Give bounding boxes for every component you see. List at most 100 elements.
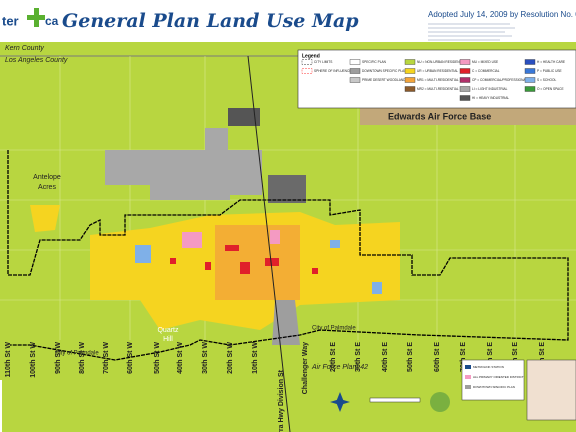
schools <box>135 240 382 294</box>
commercial <box>170 245 318 274</box>
legend-label: SPHERE OF INFLUENCE <box>314 69 351 73</box>
street-label: 70th St E <box>460 342 467 372</box>
legend-label: MR1 = MULTI-RESIDENTIAL <box>417 78 459 82</box>
legend-swatch <box>459 95 471 101</box>
base-label: Edwards Air Force Base <box>388 111 491 121</box>
legend-swatch <box>404 77 416 83</box>
place-label: Acres <box>38 184 56 191</box>
legend-label: DOWNTOWN SPECIFIC PLAN <box>362 69 407 73</box>
legend-swatch <box>349 77 361 83</box>
place-label: Quartz <box>157 327 179 334</box>
legend-swatch <box>349 59 361 65</box>
edge <box>0 380 2 432</box>
street-label: 90th St E <box>512 342 519 372</box>
street-label: 20th St W <box>227 342 234 374</box>
inset-map <box>526 359 576 421</box>
legend-swatch <box>349 68 361 74</box>
legend-swatch <box>524 68 536 74</box>
street-label: 60th St E <box>434 342 441 372</box>
street-label: 80th St E <box>487 342 494 372</box>
header: ter ca General Plan Land Use Map Adopted… <box>2 8 576 41</box>
legend-label: UR = URBAN RESIDENTIAL <box>417 69 458 73</box>
legend-swatch <box>459 59 471 65</box>
logo-left: ter <box>2 13 19 28</box>
legend-label: P = PUBLIC USE <box>537 69 562 73</box>
city-limits <box>7 150 569 361</box>
street-label: 50th St E <box>407 342 414 372</box>
legend-swatch <box>524 59 536 65</box>
legend-label: LI = LIGHT INDUSTRIAL <box>472 87 508 91</box>
legend-label: SPECIFIC PLAN <box>362 60 387 64</box>
urban-residential <box>30 205 60 232</box>
mixed-use <box>182 230 280 248</box>
adopted: Adopted July 14, 2009 by Resolution No. … <box>428 10 576 19</box>
county-label: Los Angeles County <box>5 57 68 64</box>
legend-swatch <box>524 77 536 83</box>
compass <box>330 392 350 412</box>
legend-label: HI = HEAVY INDUSTRIAL <box>472 96 509 100</box>
legend-swatch <box>404 68 416 74</box>
street-label: 50th St W <box>154 342 161 374</box>
street-label: 10th St W <box>252 342 259 374</box>
legend-label: PRIME DESERT WOODLAND <box>362 78 406 82</box>
street-labels: 110th St W 100th St W 90th St W 80th St W 70… <box>5 342 546 432</box>
street-label: 70th St W <box>103 342 110 374</box>
logo <box>430 392 450 412</box>
place-label: Air Force Plant 42 <box>311 364 368 371</box>
legend-label: CITY LIMITS <box>314 60 332 64</box>
inset-swatch <box>465 385 471 389</box>
scale-bar <box>369 397 421 403</box>
legend-label: CP = COMMERCIAL/PROFESSIONAL <box>472 78 528 82</box>
inset-label: DOWNTOWN SPECIFIC PLAN <box>473 385 515 389</box>
street-label: Sierra Hwy Division St <box>278 369 285 432</box>
street-label: Challenger Way <box>302 342 309 394</box>
logo-cross <box>34 8 39 27</box>
street-label: 20th St E <box>330 342 337 372</box>
street-label: 110th St W <box>5 342 12 378</box>
light-industrial <box>105 128 262 200</box>
inset-label: METROLINK STATION <box>473 365 504 369</box>
place-label: Hill <box>163 336 173 343</box>
street-label: 100th St W <box>30 342 37 378</box>
legend-swatch <box>404 86 416 92</box>
inset-legend: METROLINK STATION ALL PRIMARY ORIENTED DI… <box>461 359 525 401</box>
multi-residential <box>215 225 300 300</box>
street-label: 30th St E <box>355 342 362 372</box>
logo-right: ca <box>45 14 59 28</box>
legend-swatch <box>524 86 536 92</box>
inset-swatch <box>465 365 471 369</box>
street-label: 100th St E <box>539 342 546 376</box>
place-label: City of Palmdale <box>55 351 99 357</box>
heavy-industrial <box>268 175 306 203</box>
edwards-afb <box>360 108 576 125</box>
legend: Legend CITY LIMITS SPHERE OF INFLUENCE SPE… <box>297 49 576 109</box>
legend-label: S = SCHOOL <box>537 78 556 82</box>
street-label: 40th St W <box>177 342 184 374</box>
inset-swatch <box>465 375 471 379</box>
heavy-industrial <box>228 108 260 126</box>
railroad <box>247 55 291 432</box>
legend-label: H = HEALTH CARE <box>537 60 565 64</box>
legend-swatch <box>459 68 471 74</box>
inset-label: ALL PRIMARY ORIENTED DISTRICT <box>473 375 524 379</box>
street-label: 40th St E <box>382 342 389 372</box>
title: General Plan Land Use Map <box>62 10 359 32</box>
street-label: 90th St W <box>55 342 62 374</box>
county-label: Kern County <box>5 45 44 52</box>
legend-label: MR2 = MULTI-RESIDENTIAL <box>417 87 459 91</box>
legend-label: C = COMMERCIAL <box>472 69 500 73</box>
legend-swatch <box>459 77 471 83</box>
place-label: Antelope <box>33 174 61 181</box>
legend-label: O = OPEN SPACE <box>537 87 564 91</box>
legend-swatch <box>301 59 313 65</box>
legend-swatch <box>459 86 471 92</box>
legend-label: MU = MIXED USE <box>472 60 498 64</box>
legend-swatch <box>301 68 313 74</box>
street-label: 60th St W <box>127 342 134 374</box>
legend-swatch <box>404 59 416 65</box>
street-label: 80th St W <box>79 342 86 374</box>
legend-title: Legend <box>302 53 320 59</box>
place-label: City of Palmdale <box>312 326 356 332</box>
street-label: 30th St W <box>202 342 209 374</box>
